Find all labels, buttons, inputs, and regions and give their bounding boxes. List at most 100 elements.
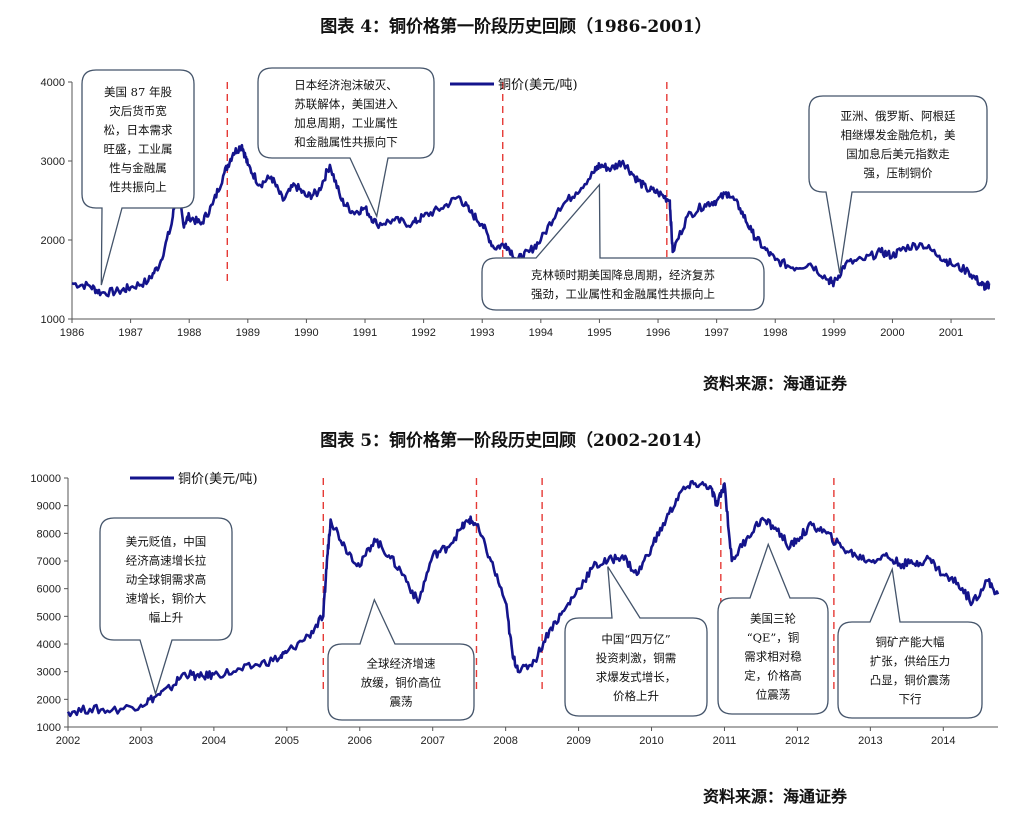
callout-text-line: 中国“四万亿” <box>601 632 670 646</box>
callout-text-line: 位震荡 <box>756 688 791 702</box>
x-tick-label: 2011 <box>713 735 737 747</box>
callout-text-line: 加息周期，工业属性 <box>294 116 398 130</box>
x-tick-label: 1999 <box>822 327 846 339</box>
callout-text-line: 灾后货币宽 <box>109 104 167 118</box>
callout-bubble <box>717 542 829 715</box>
callout-text-line: 铜矿产能大幅 <box>876 635 945 649</box>
x-tick-label: 2003 <box>129 735 153 747</box>
callout-text-line: 幅上升 <box>149 611 184 625</box>
callout-text-line: 日本经济泡沫破灭、 <box>294 78 398 92</box>
y-tick-label: 2000 <box>37 694 61 706</box>
y-tick-label: 1000 <box>41 314 65 326</box>
x-tick-label: 2006 <box>348 735 372 747</box>
y-tick-label: 8000 <box>37 528 61 540</box>
callout-bubble <box>99 517 233 697</box>
callout-bubble <box>81 69 195 286</box>
x-tick-label: 1986 <box>60 327 84 339</box>
figure4-title: 图表 4：铜价格第一阶段历史回顾（1986-2001） <box>320 17 712 37</box>
callout-bubble <box>327 597 475 721</box>
copper-price-series-line <box>66 479 1000 718</box>
x-tick-label: 2002 <box>56 735 80 747</box>
x-tick-label: 1990 <box>294 327 318 339</box>
x-tick-label: 1989 <box>236 327 260 339</box>
y-tick-label: 2000 <box>41 235 65 247</box>
legend-label: 铜价(美元/吨) <box>498 78 578 93</box>
callout-text-line: 经济高速增长拉 <box>126 554 207 568</box>
callout-text-line: 震荡 <box>390 695 413 709</box>
y-tick-label: 4000 <box>41 77 65 89</box>
x-tick-label: 1998 <box>763 327 787 339</box>
callout-text-line: 美国 87 年股 <box>104 85 172 99</box>
x-tick-label: 2004 <box>202 735 226 747</box>
x-tick-label: 1992 <box>411 327 435 339</box>
callout-text-line: 克林顿时期美国降息周期，经济复苏 <box>531 268 715 282</box>
callout-bubble <box>808 95 988 274</box>
x-tick-label: 2013 <box>858 735 882 747</box>
y-tick-label: 10000 <box>30 473 61 485</box>
x-tick-label: 1994 <box>529 327 553 339</box>
x-tick-label: 1993 <box>470 327 494 339</box>
callout-bubble <box>564 566 708 717</box>
y-tick-label: 7000 <box>37 556 61 568</box>
x-tick-label: 2014 <box>931 735 955 747</box>
y-tick-label: 6000 <box>37 584 61 596</box>
figure5-source: 资料来源：海通证券 <box>703 787 848 806</box>
callout-bubble <box>837 566 983 719</box>
x-tick-label: 2007 <box>420 735 444 747</box>
x-tick-label: 1991 <box>353 327 377 339</box>
callout-text-line: “QE”，铜 <box>747 631 800 645</box>
callout-text-line: 松，日本需求 <box>104 123 173 137</box>
x-tick-label: 2008 <box>493 735 517 747</box>
callout-text-line: 美元贬值，中国 <box>126 535 207 549</box>
callout-text-line: 国加息后美元指数走 <box>846 147 950 161</box>
callout-text-line: 旺盛，工业属 <box>104 142 173 156</box>
x-tick-label: 2009 <box>566 735 590 747</box>
callout-text-line: 下行 <box>899 692 922 706</box>
callout-text-line: 全球经济增速 <box>367 657 436 671</box>
x-tick-label: 1995 <box>587 327 611 339</box>
callout-text-line: 需求相对稳 <box>744 650 802 664</box>
callout-text-line: 性与金融属 <box>109 161 167 175</box>
x-tick-label: 1997 <box>704 327 728 339</box>
callout-text-line: 投资刺激，铜需 <box>596 651 677 665</box>
x-tick-label: 2000 <box>880 327 904 339</box>
y-tick-label: 1000 <box>37 722 61 734</box>
x-tick-label: 1996 <box>646 327 670 339</box>
callout-text-line: 苏联解体，美国进入 <box>294 97 398 111</box>
callout-text-line: 放缓，铜价高位 <box>361 676 442 690</box>
y-tick-label: 9000 <box>37 501 61 513</box>
callout-text-line: 亚洲、俄罗斯、阿根廷 <box>841 109 956 123</box>
callout-text-line: 动全球铜需求高 <box>126 573 207 587</box>
y-tick-label: 3000 <box>41 156 65 168</box>
x-tick-label: 1988 <box>177 327 201 339</box>
figure4-source: 资料来源：海通证券 <box>703 374 848 393</box>
callout-text-line: 求爆发式增长， <box>596 670 677 684</box>
callout-text-line: 和金融属性共振向下 <box>294 135 398 149</box>
legend-label: 铜价(美元/吨) <box>178 472 258 487</box>
callout-text-line: 凸显，铜价震荡 <box>870 673 951 687</box>
callout-text-line: 强，压制铜价 <box>864 166 933 180</box>
callout-text-line: 性共振向上 <box>109 180 167 194</box>
callout-text-line: 强劲，工业属性和金融属性共振向上 <box>531 287 715 301</box>
x-tick-label: 2005 <box>275 735 299 747</box>
x-tick-label: 1987 <box>118 327 142 339</box>
callout-text-line: 相继爆发金融危机，美 <box>841 128 956 142</box>
x-tick-label: 2010 <box>639 735 663 747</box>
callout-bubble <box>481 182 765 311</box>
callout-text-line: 价格上升 <box>613 689 659 703</box>
x-tick-label: 2012 <box>785 735 809 747</box>
callout-text-line: 美国三轮 <box>750 612 796 626</box>
callout-bubble <box>257 67 435 219</box>
figure5-title: 图表 5：铜价格第一阶段历史回顾（2002-2014） <box>320 431 712 451</box>
